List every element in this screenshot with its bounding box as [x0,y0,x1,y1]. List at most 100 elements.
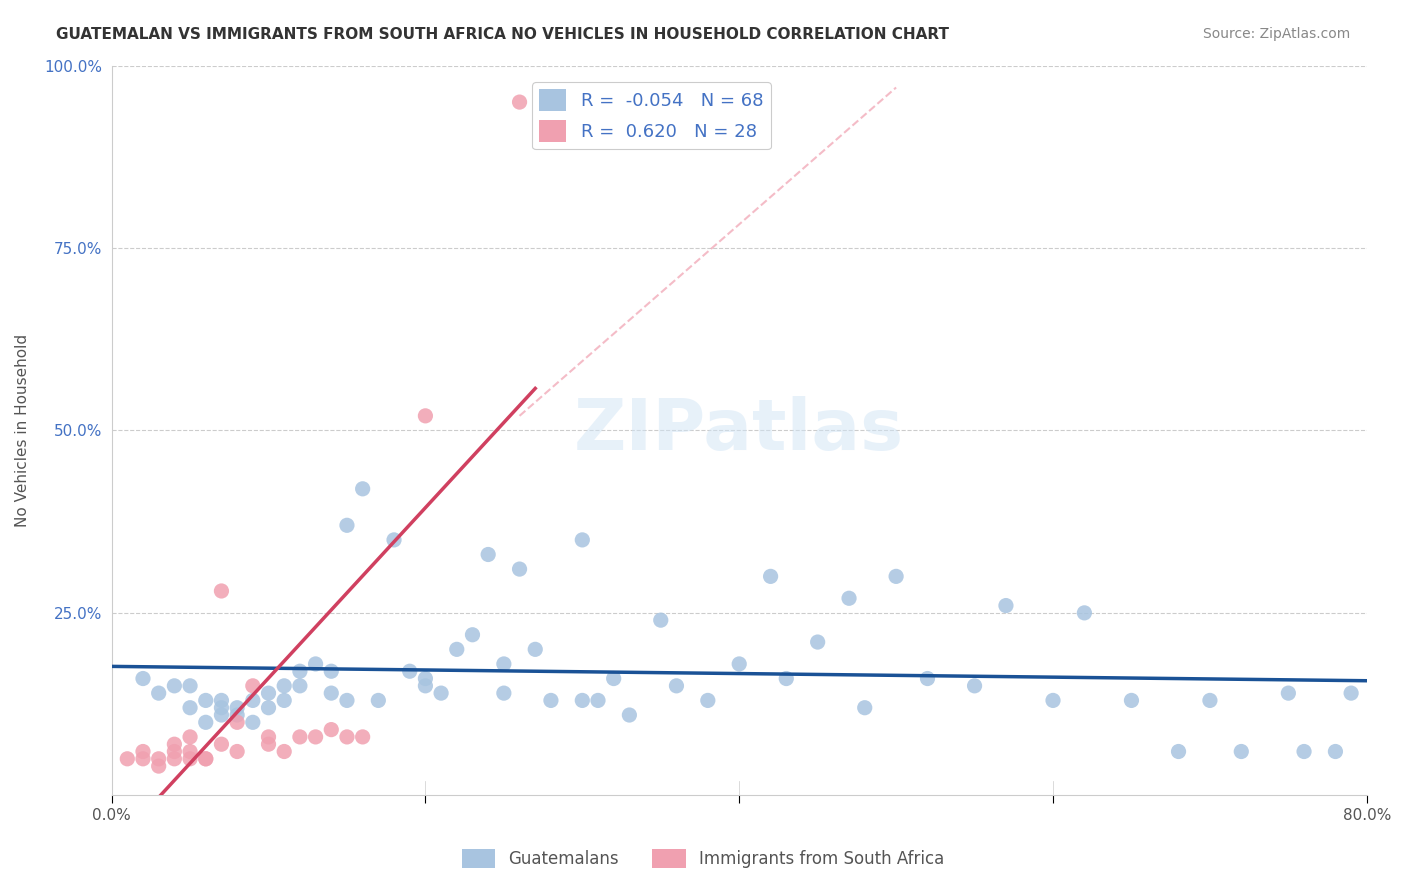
Point [148,759,170,773]
Point [242,679,264,693]
Point [540,693,562,707]
Text: GUATEMALAN VS IMMIGRANTS FROM SOUTH AFRICA NO VEHICLES IN HOUSEHOLD CORRELATION : GUATEMALAN VS IMMIGRANTS FROM SOUTH AFRI… [56,27,949,42]
Point [477,548,499,562]
Point [602,672,624,686]
Point [571,693,593,707]
Point [226,700,249,714]
Point [917,672,939,686]
Point [163,737,186,751]
Point [194,752,217,766]
Point [209,693,232,707]
Point [509,562,531,576]
Point [288,665,311,679]
Point [336,693,359,707]
Point [524,642,547,657]
Point [209,584,232,599]
Point [179,752,201,766]
Point [257,700,280,714]
Point [492,686,515,700]
Point [209,700,232,714]
Point [650,613,672,627]
Point [994,599,1017,613]
Point [179,700,201,714]
Point [132,744,155,758]
Point [509,95,531,109]
Point [1324,744,1347,758]
Point [194,715,217,730]
Point [179,679,201,693]
Point [884,569,907,583]
Point [759,569,782,583]
Point [194,693,217,707]
Y-axis label: No Vehicles in Household: No Vehicles in Household [15,334,30,527]
Point [321,665,343,679]
Point [415,672,437,686]
Point [132,752,155,766]
Point [696,693,718,707]
Point [257,730,280,744]
Point [1277,686,1299,700]
Point [1340,686,1362,700]
Point [586,693,609,707]
Point [367,693,389,707]
Point [1167,744,1189,758]
Point [619,708,641,723]
Point [461,628,484,642]
Point [492,657,515,671]
Point [1230,744,1253,758]
Point [194,752,217,766]
Legend: Guatemalans, Immigrants from South Africa: Guatemalans, Immigrants from South Afric… [456,842,950,875]
Point [273,693,295,707]
Point [163,679,186,693]
Text: ZIPatlas: ZIPatlas [574,396,904,465]
Point [1073,606,1095,620]
Point [430,686,453,700]
Point [415,409,437,423]
Point [352,730,374,744]
Point [321,686,343,700]
Point [398,665,420,679]
Point [242,693,264,707]
Point [963,679,986,693]
Point [257,686,280,700]
Point [321,723,343,737]
Point [163,752,186,766]
Point [179,730,201,744]
Point [304,730,326,744]
Point [807,635,830,649]
Point [336,730,359,744]
Point [728,657,751,671]
Point [853,700,876,714]
Point [242,715,264,730]
Point [226,744,249,758]
Point [226,708,249,723]
Text: Source: ZipAtlas.com: Source: ZipAtlas.com [1202,27,1350,41]
Point [257,737,280,751]
Point [304,657,326,671]
Point [273,744,295,758]
Point [209,737,232,751]
Point [148,752,170,766]
Point [288,730,311,744]
Point [163,744,186,758]
Point [288,679,311,693]
Point [571,533,593,547]
Point [665,679,688,693]
Point [209,708,232,723]
Point [117,752,139,766]
Point [415,679,437,693]
Point [226,715,249,730]
Point [132,672,155,686]
Point [1121,693,1143,707]
Legend: R =  -0.054   N = 68, R =  0.620   N = 28: R = -0.054 N = 68, R = 0.620 N = 28 [531,82,770,150]
Point [179,744,201,758]
Point [446,642,468,657]
Point [838,591,860,606]
Point [352,482,374,496]
Point [382,533,405,547]
Point [1292,744,1315,758]
Point [336,518,359,533]
Point [775,672,797,686]
Point [1042,693,1064,707]
Point [1199,693,1222,707]
